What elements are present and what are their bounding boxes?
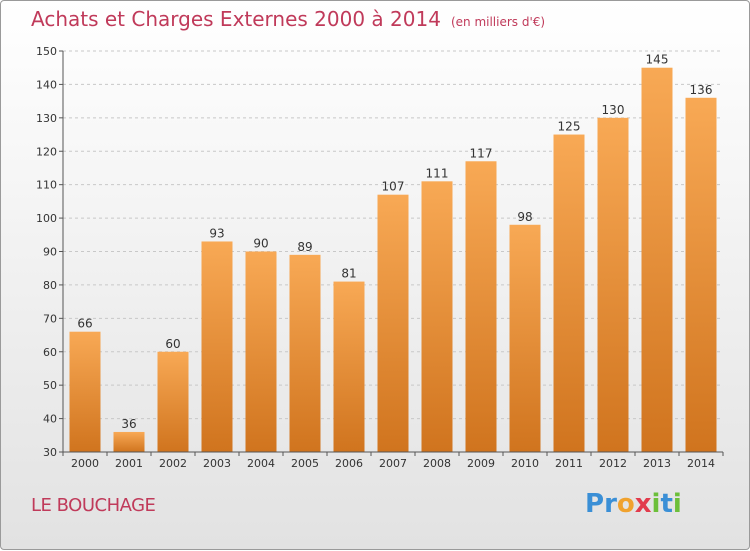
bar: [685, 97, 717, 453]
chart-title-text: Achats et Charges Externes 2000 à 2014: [31, 7, 441, 31]
chart-subtitle: (en milliers d'€): [450, 15, 546, 29]
data-labels: 66 36 60 93 90 89 81 107 111 117 98 125 130 145 136: [77, 53, 712, 431]
place-name: LE BOUCHAGE: [31, 495, 156, 516]
logo-letter: i: [651, 489, 661, 519]
bar: [69, 331, 101, 452]
data-label: 89: [297, 240, 312, 254]
data-label: 81: [341, 267, 356, 281]
y-tick-label: 100: [36, 212, 57, 225]
axes: 30 40 50 60 70 80 90 100 110 120 130 140 150 2000 2001…: [36, 45, 724, 470]
y-tick-label: 90: [43, 246, 57, 259]
data-label: 36: [121, 417, 136, 431]
x-tick-label: 2000: [71, 457, 99, 470]
x-tick-label: 2008: [423, 457, 451, 470]
x-tick-label: 2003: [203, 457, 231, 470]
x-tick-label: 2009: [467, 457, 495, 470]
bar: [377, 194, 409, 453]
bar: [113, 431, 145, 452]
x-tick-label: 2006: [335, 457, 363, 470]
data-label: 98: [517, 210, 532, 224]
bar: [509, 224, 541, 452]
bar: [201, 241, 233, 452]
bar: [597, 117, 629, 452]
y-tick-label: 110: [36, 179, 57, 192]
bar: [289, 254, 321, 452]
x-tick-label: 2013: [643, 457, 671, 470]
data-label: 111: [426, 166, 449, 180]
data-label: 136: [690, 83, 713, 97]
y-tick-label: 130: [36, 112, 57, 125]
y-tick-label: 50: [43, 379, 57, 392]
data-label: 125: [558, 120, 581, 134]
x-tick-label: 2011: [555, 457, 583, 470]
data-label: 145: [646, 53, 669, 67]
bar: [553, 134, 585, 452]
bar: [157, 351, 189, 452]
y-tick-label: 70: [43, 312, 57, 325]
y-tick-label: 60: [43, 346, 57, 359]
logo-letter: r: [604, 489, 617, 519]
x-tick-label: 2012: [599, 457, 627, 470]
logo-letter: x: [634, 489, 652, 519]
bar: [465, 161, 497, 452]
y-tick-label: 140: [36, 78, 57, 91]
x-tick-label: 2010: [511, 457, 539, 470]
logo-letter: o: [616, 489, 635, 519]
proxiti-logo[interactable]: Proxiti: [585, 489, 682, 519]
bar: [245, 251, 277, 452]
y-tick-label: 80: [43, 279, 57, 292]
x-tick-label: 2014: [687, 457, 715, 470]
bar: [641, 67, 673, 452]
logo-letter: P: [585, 489, 605, 519]
y-tick-label: 40: [43, 413, 57, 426]
y-tick-label: 30: [43, 446, 57, 459]
bar: [333, 281, 365, 452]
data-label: 66: [77, 317, 92, 331]
y-tick-label: 120: [36, 145, 57, 158]
data-label: 93: [209, 226, 224, 240]
chart-title: Achats et Charges Externes 2000 à 2014 (e…: [31, 7, 545, 31]
bars: [69, 67, 717, 453]
y-tick-label: 150: [36, 45, 57, 58]
logo-letter: i: [672, 489, 682, 519]
x-tick-label: 2002: [159, 457, 187, 470]
x-tick-label: 2001: [115, 457, 143, 470]
data-label: 90: [253, 237, 268, 251]
data-label: 130: [602, 103, 625, 117]
x-tick-label: 2005: [291, 457, 319, 470]
x-tick-label: 2004: [247, 457, 275, 470]
data-label: 117: [470, 146, 493, 160]
data-label: 60: [165, 337, 180, 351]
x-tick-label: 2007: [379, 457, 407, 470]
bar: [421, 181, 453, 452]
data-label: 107: [382, 180, 405, 194]
logo-letter: t: [660, 489, 673, 519]
